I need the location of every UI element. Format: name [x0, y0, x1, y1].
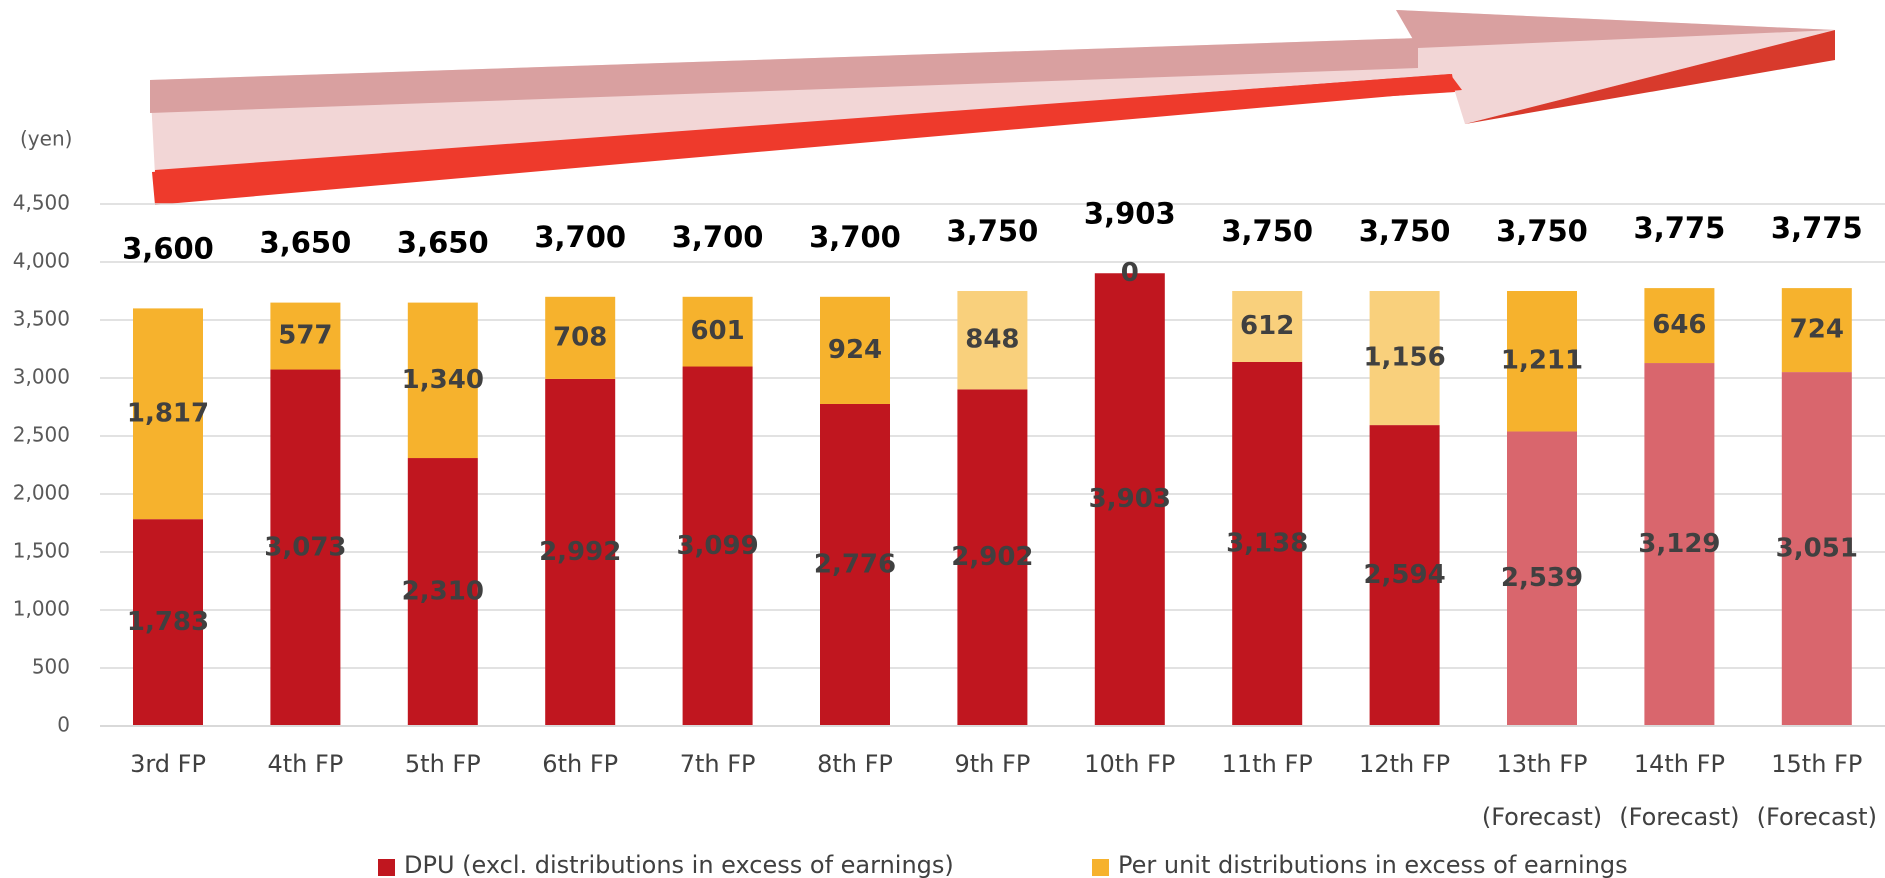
x-tick-label: 9th FP [955, 750, 1031, 778]
bar-segment [270, 302, 341, 370]
data-label: 708 [553, 322, 607, 352]
data-label: 2,539 [1501, 563, 1583, 593]
data-label: 3,051 [1776, 534, 1858, 564]
bar-segment [270, 369, 341, 726]
data-label: 2,594 [1363, 560, 1445, 590]
y-tick-label: 1,000 [13, 597, 70, 621]
x-tick-label: 12th FP [1359, 750, 1450, 778]
y-tick-label: 2,000 [13, 481, 70, 505]
data-label: 2,776 [814, 549, 896, 579]
x-tick-label: 15th FP [1771, 750, 1862, 778]
data-label: 924 [828, 335, 882, 365]
data-label: 1,783 [127, 607, 209, 637]
total-label: 3,903 [1084, 196, 1176, 230]
y-tick-label: 3,500 [13, 307, 70, 331]
bar-segment [957, 291, 1028, 390]
data-label: 2,310 [402, 577, 484, 607]
x-tick-note: (Forecast) [1482, 803, 1602, 831]
data-label: 1,817 [127, 398, 209, 428]
data-label: 577 [278, 321, 332, 351]
bar-segment [820, 296, 890, 404]
x-tick-note: (Forecast) [1757, 803, 1877, 831]
data-label: 3,099 [676, 531, 758, 561]
legend-label: DPU (excl. distributions in excess of ea… [404, 851, 954, 878]
bar-segment [407, 302, 478, 459]
bar-segment [682, 296, 753, 367]
total-label: 3,750 [947, 214, 1039, 248]
bar-segment [1369, 425, 1440, 726]
data-label: 1,156 [1363, 343, 1445, 373]
total-label: 3,700 [809, 220, 901, 254]
y-tick-label: 3,000 [13, 365, 70, 389]
data-label: 3,073 [264, 532, 346, 562]
bar-segment [133, 519, 203, 726]
bar-segment [1781, 288, 1852, 373]
y-tick-label: 500 [32, 655, 70, 679]
total-label: 3,750 [1359, 214, 1451, 248]
x-tick-label: 5th FP [405, 750, 481, 778]
total-label: 3,750 [1496, 214, 1588, 248]
x-tick-label: 4th FP [268, 750, 344, 778]
data-label: 601 [690, 316, 744, 346]
data-label: 646 [1652, 310, 1706, 340]
data-label: 1,340 [402, 365, 484, 395]
bar-segment [1232, 361, 1303, 726]
data-label: 0 [1121, 258, 1139, 288]
data-label: 3,138 [1226, 528, 1308, 558]
x-tick-label: 14th FP [1634, 750, 1725, 778]
bar-segment [957, 389, 1028, 726]
x-tick-label: 11th FP [1222, 750, 1313, 778]
trend-arrow [150, 10, 1835, 205]
legend-swatch [1092, 859, 1109, 876]
x-tick-note: (Forecast) [1619, 803, 1739, 831]
x-tick-label: 8th FP [817, 750, 893, 778]
bar-segment [545, 296, 616, 379]
legend-swatch [378, 859, 395, 876]
y-tick-label: 4,000 [13, 249, 70, 273]
x-tick-label: 6th FP [542, 750, 618, 778]
total-label: 3,700 [672, 220, 764, 254]
data-label: 2,902 [951, 542, 1033, 572]
x-tick-label: 10th FP [1084, 750, 1175, 778]
bar-segment [1507, 431, 1577, 726]
total-label: 3,700 [534, 220, 626, 254]
y-axis-label: (yen) [20, 127, 72, 151]
total-label: 3,600 [122, 231, 214, 265]
bar-segment [1232, 291, 1303, 362]
total-label: 3,775 [1634, 211, 1726, 245]
bar-segment [545, 378, 616, 726]
y-tick-label: 4,500 [13, 191, 70, 215]
bar-segment [133, 308, 203, 520]
data-label: 3,129 [1638, 529, 1720, 559]
total-label: 3,650 [397, 226, 489, 260]
bar-segment [1369, 291, 1440, 426]
x-tick-label: 3rd FP [130, 750, 206, 778]
y-tick-label: 0 [57, 713, 70, 737]
data-label: 3,903 [1089, 484, 1171, 514]
bar-segment [407, 458, 478, 726]
data-label: 2,992 [539, 537, 621, 567]
y-tick-label: 2,500 [13, 423, 70, 447]
total-label: 3,750 [1221, 214, 1313, 248]
bar-segment [1644, 363, 1715, 726]
y-tick-label: 1,500 [13, 539, 70, 563]
data-label: 848 [965, 325, 1019, 355]
total-label: 3,775 [1771, 211, 1863, 245]
x-tick-label: 13th FP [1496, 750, 1587, 778]
bar-segment [1094, 273, 1165, 726]
bar-segment [820, 403, 890, 726]
data-label: 724 [1790, 315, 1844, 345]
bar-segment [1781, 372, 1852, 726]
bar-segment [682, 366, 753, 726]
total-label: 3,650 [260, 226, 352, 260]
x-tick-label: 7th FP [680, 750, 756, 778]
bar-segment [1644, 288, 1715, 364]
data-label: 1,211 [1501, 346, 1583, 376]
legend-label: Per unit distributions in excess of earn… [1118, 851, 1628, 878]
data-label: 612 [1240, 311, 1294, 341]
bar-segment [1507, 291, 1577, 432]
